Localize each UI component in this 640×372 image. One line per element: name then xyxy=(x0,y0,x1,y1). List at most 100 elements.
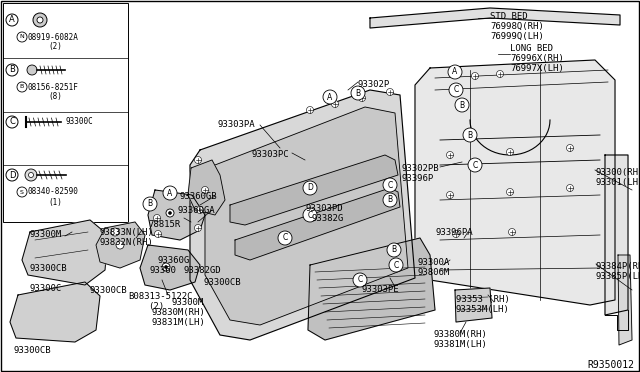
Circle shape xyxy=(448,65,462,79)
Circle shape xyxy=(455,98,469,112)
Text: LONG BED: LONG BED xyxy=(510,44,553,53)
Text: 93300CB: 93300CB xyxy=(14,346,52,355)
Circle shape xyxy=(163,186,177,200)
Polygon shape xyxy=(230,155,398,225)
Circle shape xyxy=(468,158,482,172)
Text: C: C xyxy=(453,86,459,94)
Circle shape xyxy=(566,185,573,192)
Circle shape xyxy=(154,231,161,237)
Circle shape xyxy=(497,71,504,77)
Circle shape xyxy=(202,186,209,193)
Circle shape xyxy=(29,173,33,177)
Circle shape xyxy=(196,206,204,214)
Circle shape xyxy=(351,86,365,100)
Text: B: B xyxy=(147,199,152,208)
Text: C: C xyxy=(282,234,287,243)
Polygon shape xyxy=(190,90,415,340)
Polygon shape xyxy=(605,155,628,315)
Text: 93384P(RH): 93384P(RH) xyxy=(596,262,640,271)
Text: 93303PA: 93303PA xyxy=(218,120,255,129)
Text: 78815R: 78815R xyxy=(148,220,180,229)
Circle shape xyxy=(17,32,27,42)
Circle shape xyxy=(303,208,317,222)
Text: 93300C: 93300C xyxy=(30,284,62,293)
Circle shape xyxy=(383,178,397,192)
Text: 93832N(RH): 93832N(RH) xyxy=(100,238,154,247)
Circle shape xyxy=(383,193,397,207)
Text: C: C xyxy=(387,180,392,189)
Text: 93353M(LH): 93353M(LH) xyxy=(456,305,509,314)
Text: R9350012: R9350012 xyxy=(587,360,634,370)
Text: 76997X(LH): 76997X(LH) xyxy=(510,64,564,73)
Circle shape xyxy=(164,266,168,269)
Text: 93382G: 93382G xyxy=(312,214,344,223)
Text: (1): (1) xyxy=(48,198,62,206)
Polygon shape xyxy=(22,220,108,285)
Circle shape xyxy=(17,187,27,197)
Text: B: B xyxy=(467,131,472,140)
Text: 93300C: 93300C xyxy=(66,118,93,126)
Text: 93300CB: 93300CB xyxy=(90,286,127,295)
Circle shape xyxy=(447,151,454,158)
Circle shape xyxy=(25,169,37,181)
Text: D: D xyxy=(9,170,15,180)
Circle shape xyxy=(447,192,454,199)
Text: 93302P: 93302P xyxy=(358,80,390,89)
Text: B: B xyxy=(387,196,392,205)
Text: 76998Q(RH): 76998Q(RH) xyxy=(490,22,544,31)
Circle shape xyxy=(389,258,403,272)
Text: D: D xyxy=(307,183,313,192)
Polygon shape xyxy=(455,288,492,322)
Text: B: B xyxy=(460,100,465,109)
Text: B: B xyxy=(20,84,24,90)
Circle shape xyxy=(154,215,161,221)
Text: 93360: 93360 xyxy=(150,266,177,275)
Text: 93830M(RH): 93830M(RH) xyxy=(152,308,205,317)
Circle shape xyxy=(353,273,367,287)
Text: 08156-8251F: 08156-8251F xyxy=(28,83,79,92)
Text: S: S xyxy=(20,189,24,195)
Text: 93303PD: 93303PD xyxy=(306,204,344,213)
Text: 76996X(RH): 76996X(RH) xyxy=(510,54,564,63)
Text: 93360G: 93360G xyxy=(158,256,190,265)
Circle shape xyxy=(111,228,119,236)
Polygon shape xyxy=(370,8,620,28)
Circle shape xyxy=(6,64,18,76)
Text: 93300M: 93300M xyxy=(172,298,204,307)
Polygon shape xyxy=(140,245,200,290)
Circle shape xyxy=(506,189,513,196)
Polygon shape xyxy=(308,238,435,340)
Circle shape xyxy=(307,106,314,113)
Circle shape xyxy=(323,90,337,104)
Circle shape xyxy=(6,169,18,181)
Circle shape xyxy=(452,231,460,237)
Polygon shape xyxy=(188,160,225,215)
Text: (2): (2) xyxy=(48,42,62,51)
Text: (2): (2) xyxy=(148,302,164,311)
Circle shape xyxy=(17,82,27,92)
Text: 93303PC: 93303PC xyxy=(252,150,290,159)
Bar xyxy=(3,3,128,222)
Text: C: C xyxy=(307,211,312,219)
Circle shape xyxy=(506,148,513,155)
Circle shape xyxy=(6,14,18,26)
Text: 93360GB: 93360GB xyxy=(180,192,218,201)
Circle shape xyxy=(166,209,174,217)
Circle shape xyxy=(358,94,365,102)
Polygon shape xyxy=(96,222,145,268)
Text: 93300CB: 93300CB xyxy=(30,264,68,273)
Text: 93833N(LH): 93833N(LH) xyxy=(100,228,154,237)
Text: B: B xyxy=(392,246,397,254)
Polygon shape xyxy=(148,190,205,240)
Circle shape xyxy=(168,212,172,215)
Circle shape xyxy=(6,116,18,128)
Circle shape xyxy=(509,228,515,235)
Text: C: C xyxy=(9,118,15,126)
Text: C: C xyxy=(357,276,363,285)
Text: 93300CB: 93300CB xyxy=(204,278,242,287)
Circle shape xyxy=(37,17,43,23)
Polygon shape xyxy=(205,107,408,325)
Text: 93303PE: 93303PE xyxy=(362,285,399,294)
Text: 93385P(LH): 93385P(LH) xyxy=(596,272,640,281)
Text: C: C xyxy=(472,160,477,170)
